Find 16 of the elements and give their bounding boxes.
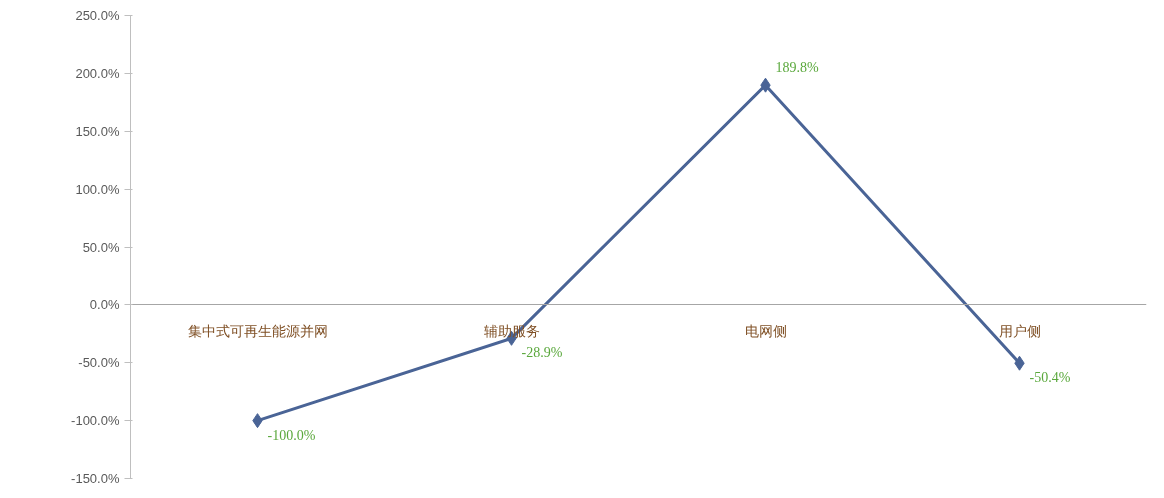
x-tick-label: 用户侧: [998, 322, 1041, 339]
y-tick-label: 200.0%: [75, 65, 120, 81]
y-tick-label: -100.0%: [71, 413, 120, 429]
x-tick-label: 电网侧: [744, 322, 787, 339]
y-tick-label: 50.0%: [82, 239, 120, 255]
y-tick-label: 0.0%: [89, 297, 120, 313]
data-label: -100.0%: [267, 427, 316, 443]
y-tick-label: -150.0%: [71, 471, 120, 486]
data-label: -28.9%: [521, 345, 563, 361]
data-label: -50.4%: [1029, 370, 1071, 386]
y-tick-label: 250.0%: [75, 8, 120, 23]
y-tick-label: -50.0%: [78, 355, 120, 371]
y-tick-label: 100.0%: [75, 181, 120, 197]
y-tick-label: 150.0%: [75, 123, 120, 139]
data-label: 189.8%: [775, 60, 819, 76]
x-tick-label: 集中式可再生能源并网: [187, 322, 328, 339]
